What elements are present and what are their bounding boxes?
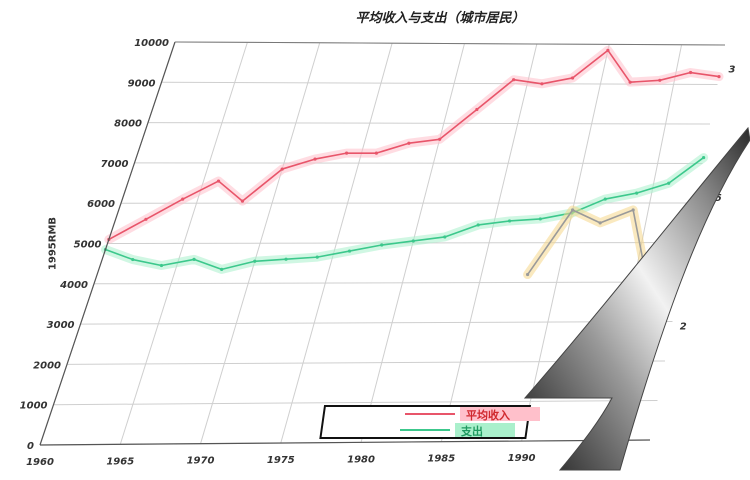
- y-tick-label: 7000: [101, 159, 129, 170]
- data-point: [407, 142, 410, 145]
- data-point: [604, 197, 607, 200]
- y-tick-label: 4000: [59, 280, 88, 291]
- data-point: [475, 108, 478, 111]
- data-point: [131, 258, 134, 261]
- data-point: [348, 249, 351, 252]
- x-tick-label: 1985: [427, 454, 455, 465]
- y-tick-label: 0: [27, 441, 34, 452]
- page-curl: [525, 128, 750, 470]
- data-point: [144, 218, 147, 221]
- data-point: [629, 81, 632, 84]
- data-point: [160, 264, 163, 267]
- y-gridline: [148, 123, 710, 124]
- y-tick-label: 10000: [134, 38, 169, 49]
- legend-label-income: 平均收入: [466, 408, 510, 422]
- y-gridline: [94, 282, 680, 284]
- y2-tick-label: 3: [729, 65, 736, 76]
- data-point: [571, 208, 574, 211]
- y-tick-label: 9000: [128, 78, 156, 89]
- data-point: [438, 138, 441, 141]
- legend-label-expense: 支出: [460, 424, 483, 438]
- data-point: [443, 235, 446, 238]
- data-point: [412, 239, 415, 242]
- data-point: [571, 76, 574, 79]
- data-point: [313, 157, 316, 160]
- x-tick-label: 1975: [267, 455, 295, 466]
- data-point: [526, 273, 529, 276]
- data-point: [217, 179, 220, 182]
- data-point: [667, 182, 670, 185]
- x-tick-label: 1965: [106, 456, 134, 467]
- data-point: [375, 152, 378, 155]
- y-tick-label: 6000: [87, 199, 115, 210]
- y2-tick-label: 2: [680, 321, 687, 332]
- data-point: [689, 71, 692, 74]
- data-point: [539, 217, 542, 220]
- data-point: [540, 82, 543, 85]
- data-point: [284, 258, 287, 261]
- data-point: [281, 167, 284, 170]
- data-point: [192, 258, 195, 261]
- chart-legend: 平均收入 支出: [320, 406, 540, 438]
- data-point: [316, 256, 319, 259]
- y-axis-label: 1995RMB: [48, 217, 59, 270]
- data-point: [702, 156, 705, 159]
- top-axis-line: [175, 42, 725, 45]
- data-point: [241, 200, 244, 203]
- y-gridline: [81, 322, 673, 325]
- data-point: [181, 198, 184, 201]
- data-point: [345, 152, 348, 155]
- data-point: [253, 260, 256, 263]
- y-tick-label: 8000: [114, 119, 142, 130]
- data-point: [606, 49, 609, 52]
- data-point: [220, 268, 223, 271]
- y-tick-label: 2000: [33, 360, 61, 371]
- series: [104, 49, 721, 289]
- data-point: [717, 75, 720, 78]
- x-tick-label: 1960: [26, 457, 54, 468]
- x-axis-line: [40, 440, 650, 445]
- y-tick-label: 1000: [20, 401, 48, 412]
- data-point: [658, 79, 661, 82]
- data-point: [477, 223, 480, 226]
- y-gridline: [135, 163, 703, 164]
- x-tick-label: 1980: [347, 454, 375, 465]
- data-point: [632, 208, 635, 211]
- y-tick-label: 5000: [74, 240, 102, 251]
- data-point: [508, 219, 511, 222]
- data-point: [380, 243, 383, 246]
- data-point: [512, 78, 515, 81]
- y-gridline: [54, 401, 658, 405]
- x-tick-label: 1990: [508, 453, 536, 464]
- chart-title: 平均收入与支出（城市居民）: [355, 10, 524, 26]
- x-tick-label: 1970: [187, 456, 215, 467]
- data-point: [635, 192, 638, 195]
- y-tick-label: 3000: [47, 320, 75, 331]
- data-point: [599, 221, 602, 224]
